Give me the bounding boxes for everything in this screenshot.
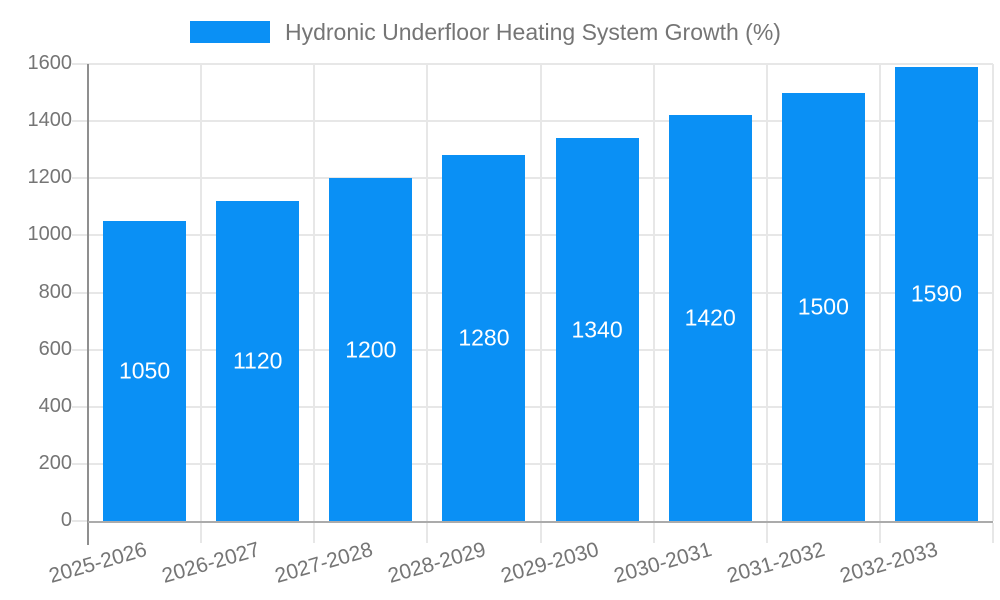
x-axis-tick	[313, 523, 316, 543]
bar-value-label: 1200	[345, 336, 397, 363]
bar[interactable]	[781, 92, 865, 521]
x-axis-line	[88, 521, 993, 523]
y-tick-label: 600	[38, 337, 72, 360]
y-tick-label: 0	[60, 509, 72, 532]
bar-value-label: 1280	[458, 324, 510, 351]
bar[interactable]	[894, 66, 978, 521]
bar-value-label: 1050	[118, 357, 171, 384]
bar[interactable]	[216, 201, 300, 521]
gridline-v	[313, 64, 316, 521]
x-axis-tick	[426, 523, 429, 543]
bar-value-label: 1340	[571, 316, 623, 343]
x-axis-tick	[878, 523, 881, 543]
y-axis-tick	[72, 462, 88, 465]
legend-color-swatch	[190, 21, 270, 43]
gridline-v	[200, 64, 203, 521]
bar-value-label: 1120	[232, 347, 283, 374]
legend-label: Hydronic Underfloor Heating System Growt…	[285, 18, 781, 45]
y-axis-tick	[72, 520, 88, 522]
gridline-v	[539, 64, 542, 521]
bar[interactable]	[442, 155, 526, 521]
y-tick-label: 1600	[27, 52, 73, 75]
gridline-v	[765, 64, 768, 521]
y-tick-label: 1200	[27, 166, 73, 189]
bar[interactable]	[668, 115, 752, 521]
legend[interactable]: Hydronic Underfloor Heating System Growt…	[190, 18, 781, 45]
bar-value-label: 1500	[797, 293, 849, 320]
y-axis-tick	[72, 63, 88, 65]
gridline-v	[878, 64, 881, 521]
bar[interactable]	[329, 178, 413, 521]
y-axis-tick	[72, 177, 88, 180]
gridline-v	[652, 64, 655, 521]
x-axis-tick	[992, 523, 994, 543]
y-axis-tick	[72, 234, 88, 237]
x-axis-tick	[200, 523, 203, 543]
y-tick-label: 1400	[27, 109, 73, 132]
x-axis-tick	[765, 523, 768, 543]
bar-value-label: 1420	[684, 304, 736, 331]
bar-value-label: 1590	[910, 280, 963, 307]
y-axis-tick	[72, 291, 88, 294]
bar[interactable]	[103, 221, 187, 521]
gridline-v	[426, 64, 429, 521]
y-axis-tick	[72, 120, 88, 123]
y-tick-label: 400	[38, 394, 72, 417]
y-axis-line	[87, 64, 89, 545]
y-axis-tick	[72, 405, 88, 408]
gridline-v	[992, 64, 994, 521]
bar[interactable]	[555, 138, 639, 521]
x-axis-tick	[539, 523, 542, 543]
y-axis-tick	[72, 348, 88, 351]
x-axis-tick	[652, 523, 655, 543]
y-tick-label: 800	[38, 280, 72, 303]
y-tick-label: 1000	[27, 223, 73, 246]
y-tick-label: 200	[38, 451, 72, 474]
